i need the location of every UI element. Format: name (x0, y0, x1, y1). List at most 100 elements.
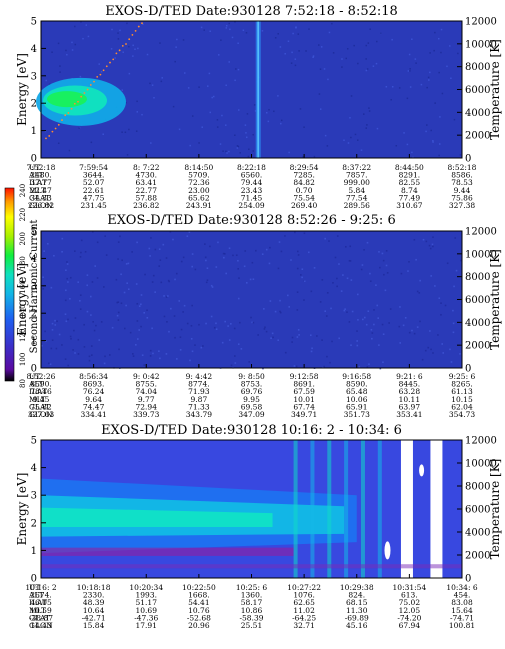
heatmap-speckle (361, 264, 364, 266)
heatmap-speckle (265, 330, 268, 333)
heatmap-speckle (202, 345, 204, 347)
heatmap-speckle (245, 136, 248, 139)
heatmap-speckle (367, 42, 370, 44)
table-cell: 67.74 (293, 402, 315, 411)
heatmap-speckle (152, 274, 155, 277)
heatmap-speckle (457, 52, 459, 55)
y2-axis-label: Temperature [K] (488, 249, 502, 350)
table-cell: 7:52:18 (27, 163, 56, 172)
heatmap-speckle (172, 105, 175, 108)
heatmap-speckle (136, 320, 139, 322)
table-cell: 8:56:34 (79, 372, 108, 381)
heatmap-speckle (341, 66, 343, 68)
heatmap-speckle (321, 339, 323, 341)
y2-tick-label: 6000 (465, 85, 490, 96)
heatmap-gap (400, 440, 413, 578)
heatmap-speckle (247, 155, 250, 158)
heatmap-speckle (251, 321, 253, 324)
heatmap-speckle (399, 306, 401, 308)
heatmap-speckle (153, 96, 155, 99)
heatmap-speckle (431, 243, 434, 246)
heatmap-speckle (372, 65, 375, 67)
y2-tick-label: 0 (465, 364, 471, 375)
heatmap-speckle (248, 361, 251, 363)
heatmap-speckle (302, 156, 304, 158)
heatmap-speckle (408, 53, 411, 56)
heatmap-speckle (450, 77, 452, 79)
heatmap-speckle (440, 302, 442, 304)
table-cell: -38.87 (29, 613, 53, 622)
table-cell: 46.05 (30, 598, 52, 607)
heatmap-speckle (348, 259, 351, 262)
heatmap-speckle (324, 310, 327, 312)
heatmap-speckle (51, 51, 53, 53)
table-cell: 613. (401, 591, 418, 600)
heatmap-speckle (248, 148, 250, 151)
y-tick-label: 0 (31, 364, 37, 375)
heatmap-speckle (298, 50, 300, 52)
heatmap-speckle (343, 309, 346, 312)
heatmap-speckle (376, 304, 379, 307)
heatmap-speckle (444, 304, 447, 307)
heatmap-speckle (61, 250, 63, 253)
heatmap-speckle (221, 341, 224, 344)
temperature-trace-point (73, 102, 76, 105)
heatmap-speckle (100, 71, 103, 73)
table-cell: 2674. (30, 591, 51, 600)
temperature-trace-point (77, 100, 79, 103)
table-row-label: ILAT (29, 598, 47, 607)
heatmap-speckle (252, 133, 254, 136)
temperature-trace-point (109, 61, 111, 64)
table-cell: 1668. (188, 591, 209, 600)
heatmap-speckle (301, 276, 303, 279)
heatmap-speckle (47, 242, 49, 245)
heatmap-speckle (225, 84, 227, 87)
heatmap-speckle (318, 44, 320, 46)
panel-3-heatmap (41, 440, 462, 578)
heatmap-speckle (296, 309, 299, 311)
heatmap-speckle (184, 72, 186, 74)
table-cell: 58.17 (241, 598, 263, 607)
y-tick-label: 1 (31, 546, 37, 557)
heatmap-speckle (65, 289, 67, 292)
heatmap-speckle (74, 25, 76, 28)
heatmap-speckle (51, 322, 54, 325)
heatmap-speckle (183, 304, 186, 307)
heatmap-speckle (149, 355, 152, 357)
heatmap-speckle (167, 279, 170, 282)
heatmap-speckle (231, 36, 234, 39)
heatmap-speckle (427, 346, 430, 349)
heatmap-speckle (338, 337, 340, 340)
heatmap-speckle (152, 352, 154, 355)
table-row-label: UT (29, 372, 40, 381)
heatmap-speckle (71, 41, 73, 44)
heatmap-speckle (85, 24, 88, 26)
table-cell: 334.41 (81, 410, 107, 419)
heatmap-speckle (331, 22, 333, 25)
heatmap-speckle (144, 273, 146, 276)
heatmap-speckle (454, 237, 457, 239)
heatmap-speckle (368, 107, 370, 109)
heatmap-speckle (215, 322, 217, 325)
heatmap-speckle (71, 49, 74, 51)
table-row-label: GLAT (29, 193, 50, 202)
heatmap-speckle (182, 311, 184, 313)
heatmap-speckle (73, 329, 75, 332)
heatmap-speckle (179, 336, 182, 338)
heatmap-speckle (64, 299, 67, 302)
heatmap-speckle (131, 251, 133, 253)
heatmap-speckle (57, 142, 60, 145)
heatmap-speckle (284, 235, 286, 237)
heatmap-speckle (271, 332, 274, 335)
heatmap-speckle (168, 330, 170, 333)
heatmap-speckle (238, 109, 240, 111)
heatmap-speckle (416, 290, 419, 293)
table-cell: 10:25: 6 (236, 583, 268, 592)
heatmap-speckle (363, 113, 365, 115)
heatmap-speckle (163, 315, 166, 318)
heatmap-speckle (230, 364, 233, 367)
heatmap-speckle (174, 60, 176, 63)
heatmap-speckle (368, 110, 371, 112)
heatmap-speckle (430, 348, 432, 351)
y-axis-label: Energy [eV] (15, 263, 29, 336)
